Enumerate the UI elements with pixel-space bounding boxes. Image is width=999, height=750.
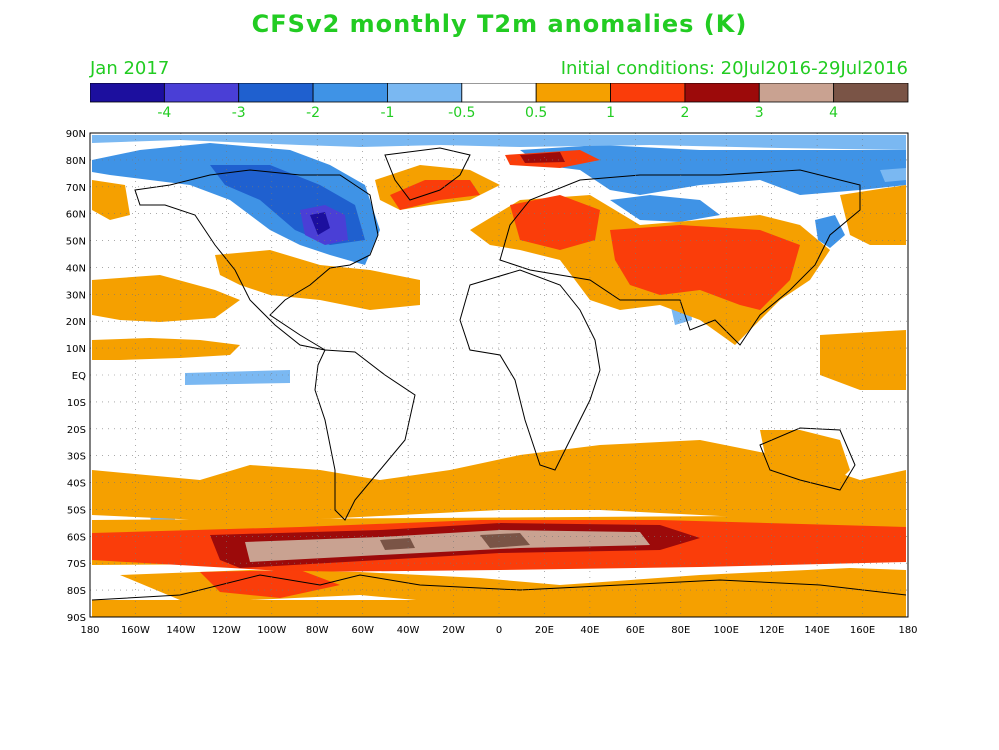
lon-label: 100E bbox=[714, 625, 739, 636]
lat-label: 70N bbox=[66, 183, 86, 194]
cold-region-siberia bbox=[610, 195, 720, 222]
colorbar-label: 4 bbox=[829, 105, 838, 121]
warm-region-us-south bbox=[215, 250, 420, 310]
warm-region-eq-pacific-west bbox=[92, 338, 240, 360]
lon-label: 100W bbox=[257, 625, 286, 636]
lat-label: 20S bbox=[67, 425, 86, 436]
coastlines bbox=[91, 147, 907, 601]
lat-label: 60S bbox=[67, 532, 86, 543]
map-frame bbox=[89, 132, 909, 618]
forecast-month: Jan 2017 bbox=[90, 58, 170, 79]
warm-region-s-band-brown-dark-2 bbox=[380, 538, 415, 550]
lon-label: 120W bbox=[212, 625, 241, 636]
coastline-eurasia bbox=[499, 169, 861, 346]
lat-label: 30N bbox=[66, 290, 86, 301]
lon-label: 60W bbox=[351, 625, 374, 636]
warm-region-n-pacific bbox=[92, 180, 130, 220]
lon-label: 40E bbox=[580, 625, 599, 636]
cold-region-hudson-core bbox=[310, 212, 330, 235]
initial-conditions: Initial conditions: 20Jul2016-29Jul2016 bbox=[560, 58, 908, 79]
colorbar-swatch-10 bbox=[833, 83, 909, 103]
colorbar-label: -1 bbox=[380, 105, 394, 121]
cold-region-arctic-east-light bbox=[880, 168, 906, 182]
lat-label: 50N bbox=[66, 237, 86, 248]
coastline-antarctica bbox=[91, 574, 907, 601]
chart-title: CFSv2 monthly T2m anomalies (K) bbox=[251, 10, 748, 38]
lat-label: 60N bbox=[66, 210, 86, 221]
coastline-africa bbox=[459, 269, 601, 471]
coastline-south-america bbox=[314, 349, 416, 521]
lon-label: 180 bbox=[898, 625, 917, 636]
warm-region-ne-pacific bbox=[840, 185, 906, 245]
lon-label: 120E bbox=[759, 625, 784, 636]
colorbar-label: 3 bbox=[755, 105, 764, 121]
warm-region-bottom bbox=[92, 600, 906, 617]
colorbar-label: 0.5 bbox=[525, 105, 547, 121]
colorbar: -4 -3 -2 -1 -0.5 0.5 1 2 3 4 bbox=[90, 83, 909, 121]
warm-region-s-band-brown-light bbox=[245, 530, 650, 562]
warm-region-s-band-brown-dark bbox=[480, 533, 530, 548]
coastline-north-america bbox=[134, 169, 379, 351]
lon-label: 40W bbox=[397, 625, 420, 636]
warm-region-subtropical-pacific bbox=[92, 275, 240, 322]
lat-label: 20N bbox=[66, 317, 86, 328]
longitude-axis-labels: 180 160W 140W 120W 100W 80W 60W 40W 20W 0 20E 40E 60… bbox=[80, 625, 917, 636]
lat-label: 10N bbox=[66, 344, 86, 355]
lat-label: 80S bbox=[67, 586, 86, 597]
lat-label: EQ bbox=[72, 371, 86, 382]
lon-label: 160E bbox=[850, 625, 875, 636]
warm-region-antarctic-red bbox=[200, 570, 340, 598]
lon-label: 80W bbox=[306, 625, 329, 636]
warm-region-europe bbox=[510, 195, 600, 250]
lat-label: 40N bbox=[66, 263, 86, 274]
lon-label: 140E bbox=[804, 625, 829, 636]
warm-region-greenland-sea-red bbox=[390, 180, 480, 210]
lon-label: 20W bbox=[442, 625, 465, 636]
colorbar-label: -4 bbox=[157, 105, 171, 121]
lon-label: 20E bbox=[535, 625, 554, 636]
coastline-greenland bbox=[384, 147, 471, 201]
coastline-australia bbox=[759, 427, 856, 491]
colorbar-label: 2 bbox=[680, 105, 689, 121]
lat-label: 10S bbox=[67, 398, 86, 409]
colorbar-label: -0.5 bbox=[448, 105, 475, 121]
colorbar-label: 1 bbox=[606, 105, 615, 121]
warm-region-arctic-dark bbox=[520, 152, 565, 163]
lon-label: 60E bbox=[626, 625, 645, 636]
grid-dots bbox=[90, 133, 908, 617]
lon-label: 80E bbox=[671, 625, 690, 636]
cold-region-arctic-top bbox=[92, 135, 906, 150]
cold-region-arctic-east bbox=[520, 145, 906, 195]
lat-label: 40S bbox=[67, 479, 86, 490]
warm-region-asia-strong bbox=[610, 225, 800, 310]
lon-label: 180 bbox=[80, 625, 99, 636]
latitude-axis-labels: 90N 80N 70N 60N 50N 40N 30N 20N 10N EQ 10S 20S 30S 40… bbox=[66, 129, 86, 624]
colorbar-label: -2 bbox=[306, 105, 320, 121]
warm-region-w-pacific bbox=[820, 330, 906, 390]
cold-region-eq-pacific bbox=[185, 370, 290, 385]
lon-label: 0 bbox=[496, 625, 502, 636]
lon-label: 160W bbox=[121, 625, 150, 636]
lat-label: 50S bbox=[67, 505, 86, 516]
lat-label: 30S bbox=[67, 452, 86, 463]
lat-label: 90S bbox=[67, 613, 86, 624]
colorbar-label: -3 bbox=[232, 105, 246, 121]
cold-region-japan bbox=[815, 215, 845, 248]
lat-label: 70S bbox=[67, 559, 86, 570]
lat-label: 90N bbox=[66, 129, 86, 140]
lon-label: 140W bbox=[166, 625, 195, 636]
lat-label: 80N bbox=[66, 156, 86, 167]
